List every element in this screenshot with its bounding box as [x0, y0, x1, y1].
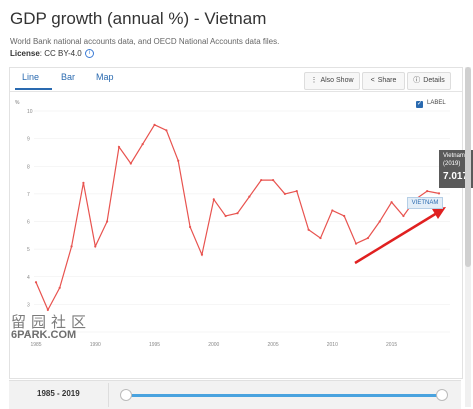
data-point	[319, 236, 322, 240]
range-bar: 1985 - 2019	[9, 380, 461, 409]
info-icon[interactable]: i	[84, 49, 94, 59]
watermark-cn: 留园社区	[11, 314, 92, 331]
y-tick-labels: 2 3 4 5 6 7 8 9 10	[27, 109, 33, 336]
annotation-arrow	[354, 211, 438, 265]
data-point	[177, 159, 180, 162]
x-tick-label: 1990	[90, 342, 101, 348]
tab-map[interactable]: Map	[96, 72, 114, 82]
share-button[interactable]: < Share	[362, 72, 405, 90]
range-end-handle[interactable]	[436, 389, 448, 401]
more-vertical-icon: ⋮	[310, 77, 318, 84]
annotation-arrowhead	[432, 207, 446, 219]
data-point	[82, 181, 85, 184]
data-point	[366, 236, 369, 240]
data-point	[283, 192, 287, 195]
share-label: Share	[377, 77, 397, 84]
data-point	[343, 214, 346, 218]
source-note: World Bank national accounts data, and O…	[10, 37, 280, 46]
data-point	[402, 214, 405, 218]
data-point	[307, 228, 310, 231]
data-point	[129, 162, 132, 165]
label-toggle-text: LABEL	[427, 100, 446, 106]
data-point	[271, 178, 275, 182]
data-point	[46, 308, 49, 311]
y-tick-label: 8	[27, 164, 30, 170]
data-point	[260, 178, 263, 182]
data-point	[437, 192, 441, 195]
y-tick-label: 10	[27, 109, 33, 115]
data-point	[153, 123, 156, 126]
data-point	[295, 190, 298, 193]
page-title: GDP growth (annual %) - Vietnam	[10, 9, 267, 28]
x-tick-label: 2000	[208, 342, 219, 348]
data-point	[58, 286, 61, 289]
series-tag: VIETNAM	[407, 197, 443, 209]
label-checkbox[interactable]: ✓	[416, 101, 423, 108]
y-tick-label: 5	[27, 247, 30, 253]
data-point	[188, 225, 192, 229]
chart-panel: Line Bar Map ⋮ Also Show < Share ⓘ Details …	[9, 67, 463, 379]
also-show-button[interactable]: ⋮ Also Show	[304, 72, 360, 90]
y-tick-label: 9	[27, 137, 30, 143]
details-icon: ⓘ	[413, 77, 421, 84]
active-tab-indicator	[15, 88, 52, 90]
data-point	[70, 245, 73, 248]
data-point	[106, 220, 109, 223]
x-tick-label: 1995	[149, 342, 160, 348]
scrollbar-thumb[interactable]	[465, 67, 471, 267]
y-tick-label: 6	[27, 220, 30, 226]
data-point	[165, 129, 168, 132]
y-tick-label: 3	[27, 302, 30, 308]
tab-divider	[10, 91, 462, 92]
data-point	[117, 145, 121, 149]
series-points	[34, 123, 441, 311]
share-icon: <	[370, 77, 375, 84]
tooltip-year: (2019)	[443, 161, 461, 167]
tab-bar[interactable]: Bar	[61, 72, 76, 82]
tooltip-value: 7.017	[443, 171, 469, 182]
license-value: : CC BY-4.0	[39, 49, 82, 58]
data-point	[390, 201, 393, 204]
y-tick-label: 7	[27, 192, 30, 198]
data-point	[212, 198, 215, 201]
data-point	[236, 212, 239, 215]
y-tick-label: 2	[27, 330, 30, 336]
x-tick-label: 2015	[386, 342, 397, 348]
year-range-label: 1985 - 2019	[37, 389, 80, 398]
data-point	[224, 214, 227, 218]
data-point	[141, 143, 144, 146]
details-label: Details	[423, 77, 445, 84]
also-show-label: Also Show	[320, 77, 354, 84]
tooltip-country: Vietnam	[443, 153, 465, 159]
tab-line[interactable]: Line	[22, 72, 40, 82]
x-tick-labels: 1985 1990 1995 2000 2005 2010 2015	[30, 342, 397, 348]
x-tick-label: 2005	[267, 342, 278, 348]
data-point	[200, 253, 204, 256]
series-line-vietnam	[35, 124, 440, 312]
y-tick-label: 4	[27, 275, 30, 281]
data-point	[378, 220, 381, 223]
range-start-handle[interactable]	[120, 389, 132, 401]
details-button[interactable]: ⓘ Details	[407, 72, 451, 90]
watermark-en: 6PARK.COM	[11, 329, 77, 341]
data-point	[94, 245, 97, 248]
range-divider	[108, 383, 109, 407]
data-point	[34, 281, 38, 284]
data-point	[354, 242, 358, 245]
y-unit-label: %	[15, 100, 20, 106]
license-label: License	[10, 49, 40, 58]
x-tick-label: 2010	[327, 342, 338, 348]
x-tick-label: 1985	[30, 342, 41, 348]
data-point	[426, 190, 429, 193]
range-slider-track[interactable]	[126, 394, 442, 397]
data-point	[248, 195, 251, 198]
data-point	[331, 209, 334, 212]
license-line: License: CC BY-4.0 i	[10, 49, 94, 59]
gridlines	[34, 110, 450, 333]
